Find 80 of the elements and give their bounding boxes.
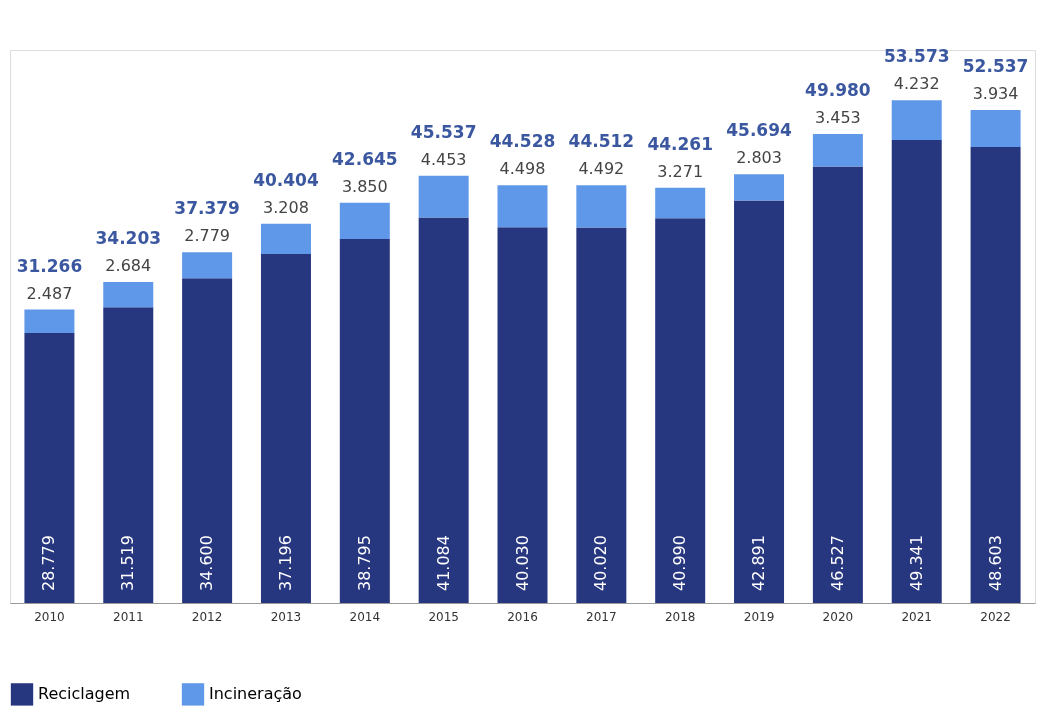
data-label: 3.271 <box>657 161 704 181</box>
data-label: 2.779 <box>184 226 231 246</box>
total-label: 44.512 <box>568 131 635 152</box>
bar <box>970 109 1021 147</box>
data-label: 3.453 <box>814 107 861 127</box>
bar <box>891 100 942 140</box>
bar <box>891 139 942 603</box>
bar <box>576 185 627 228</box>
bar <box>182 252 233 279</box>
data-label: 34.600 <box>197 535 217 591</box>
total-label: 52.537 <box>962 55 1029 76</box>
bar <box>655 187 706 219</box>
total-label: 42.645 <box>332 148 398 169</box>
total-label: 49.980 <box>805 79 871 100</box>
x-tick-label: 2016 <box>507 609 538 624</box>
data-label: 48.603 <box>985 535 1005 591</box>
bar <box>24 332 75 603</box>
data-label: 4.453 <box>420 149 467 169</box>
data-label: 2.803 <box>736 148 782 168</box>
data-label: 41.084 <box>433 535 453 591</box>
x-tick-label: 2010 <box>34 609 65 624</box>
x-tick-label: 2011 <box>113 609 144 624</box>
total-label: 45.537 <box>410 121 477 142</box>
data-label: 40.990 <box>670 535 690 591</box>
bar <box>812 133 863 167</box>
data-label: 3.850 <box>341 176 388 196</box>
legend-label: Reciclagem <box>38 684 131 704</box>
bar <box>260 253 311 603</box>
bar <box>576 227 627 603</box>
data-label: 4.498 <box>499 159 546 179</box>
data-label: 2.684 <box>105 256 152 276</box>
bar <box>812 166 863 603</box>
bar <box>655 218 706 603</box>
data-label: 40.020 <box>591 535 611 591</box>
bar <box>497 185 548 228</box>
total-label: 31.266 <box>16 255 83 276</box>
data-label: 46.527 <box>827 535 847 591</box>
bar <box>339 202 390 239</box>
bar <box>182 278 233 603</box>
data-label: 3.208 <box>263 197 309 217</box>
bar <box>418 175 469 218</box>
bar <box>734 200 785 603</box>
x-tick-label: 2014 <box>349 609 381 624</box>
data-label: 28.779 <box>39 535 59 591</box>
x-tick-label: 2019 <box>743 609 775 624</box>
total-label: 44.528 <box>489 131 556 152</box>
total-label: 44.261 <box>647 133 713 154</box>
x-tick-label: 2012 <box>191 609 223 624</box>
data-label: 37.196 <box>275 535 295 591</box>
bar <box>418 217 469 603</box>
x-tick-label: 2021 <box>901 609 932 624</box>
x-tick-label: 2022 <box>980 609 1011 624</box>
bar <box>24 309 75 333</box>
x-tick-label: 2017 <box>586 609 617 624</box>
data-label: 42.891 <box>749 535 769 591</box>
data-label: 38.795 <box>354 535 374 591</box>
bar <box>970 146 1021 603</box>
bar <box>103 282 154 308</box>
x-tick-label: 2013 <box>270 609 302 624</box>
data-label: 40.030 <box>512 535 532 591</box>
x-tick-label: 2015 <box>428 609 459 624</box>
data-label: 4.232 <box>893 74 940 94</box>
total-label: 40.404 <box>253 169 319 190</box>
data-label: 2.487 <box>26 283 73 303</box>
bar <box>497 227 548 603</box>
data-label: 4.492 <box>578 159 625 179</box>
total-label: 34.203 <box>95 228 162 249</box>
total-label: 53.573 <box>883 46 950 67</box>
data-label: 31.519 <box>118 535 138 591</box>
data-label: 3.934 <box>972 83 1019 103</box>
legend-label: Incineração <box>209 684 302 704</box>
bar <box>260 223 311 254</box>
bar <box>103 307 154 603</box>
total-label: 37.379 <box>174 198 240 219</box>
x-tick-label: 2020 <box>822 609 854 624</box>
bar <box>339 238 390 603</box>
data-label: 49.341 <box>906 535 926 591</box>
bar <box>734 174 785 201</box>
total-label: 45.694 <box>726 120 793 141</box>
x-tick-label: 2018 <box>664 609 696 624</box>
